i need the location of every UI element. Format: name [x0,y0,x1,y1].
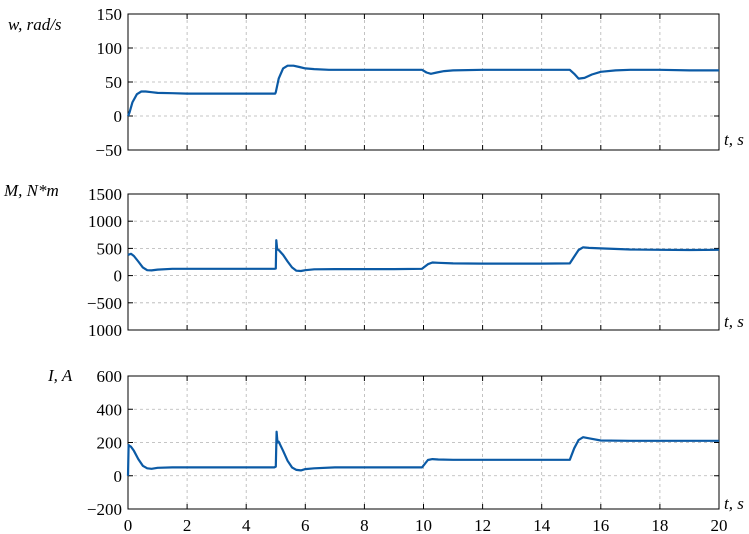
torque-grid [128,194,719,330]
torque-ytick-label: 1000 [88,212,122,231]
speed-grid [128,14,719,150]
speed-ytick-label: 50 [105,73,122,92]
speed-ticks: −50 0 50 100 150 [95,5,720,160]
panel-torque: 1000 −500 0 500 1000 1500 M, N*m t, s [3,181,744,340]
current-series-line [126,430,719,476]
current-plot-frame [127,375,720,510]
current-grid [128,376,719,509]
torque-series-line [127,239,720,273]
current-ytick-label: 400 [97,400,123,419]
torque-xlabel: t, s [724,312,744,331]
current-ytick-label: −200 [87,500,122,519]
speed-ytick-label: −50 [95,141,122,160]
torque-plot-frame [127,193,720,331]
current-xtick-label: 6 [301,516,310,534]
current-ytick-label: 0 [114,467,123,486]
speed-plot-frame [127,13,720,151]
current-xtick-label: 8 [360,516,369,534]
torque-ytick-label: −500 [87,294,122,313]
speed-series-line [126,64,719,117]
torque-ytick-label: 500 [97,239,123,258]
speed-ytick-label: 150 [97,5,123,24]
torque-ytick-label: 1500 [88,185,122,204]
speed-ytick-label: 100 [97,39,123,58]
speed-ytick-label: 0 [114,107,123,126]
current-ytick-label: 200 [97,434,123,453]
current-ytick-label: 600 [97,367,123,386]
panel-speed: −50 0 50 100 150 w, rad/s t, s [8,5,744,160]
current-xlabel: t, s [724,494,744,513]
current-xtick-label: 2 [183,516,192,534]
speed-xlabel: t, s [724,130,744,149]
speed-ylabel: w, rad/s [8,15,62,34]
torque-ytick-label: 1000 [88,321,122,340]
current-xtick-label: 0 [124,516,133,534]
current-xtick-label: 12 [474,516,491,534]
torque-ticks: 1000 −500 0 500 1000 1500 [87,185,720,340]
current-xtick-label: 4 [242,516,251,534]
current-xtick-label: 18 [651,516,668,534]
current-xtick-label: 20 [711,516,728,534]
torque-ylabel: M, N*m [3,181,59,200]
current-xtick-label: 14 [533,516,551,534]
current-xtick-label: 10 [415,516,432,534]
current-ylabel: I, A [47,366,73,385]
current-xtick-label: 16 [592,516,609,534]
torque-ytick-label: 0 [114,267,123,286]
